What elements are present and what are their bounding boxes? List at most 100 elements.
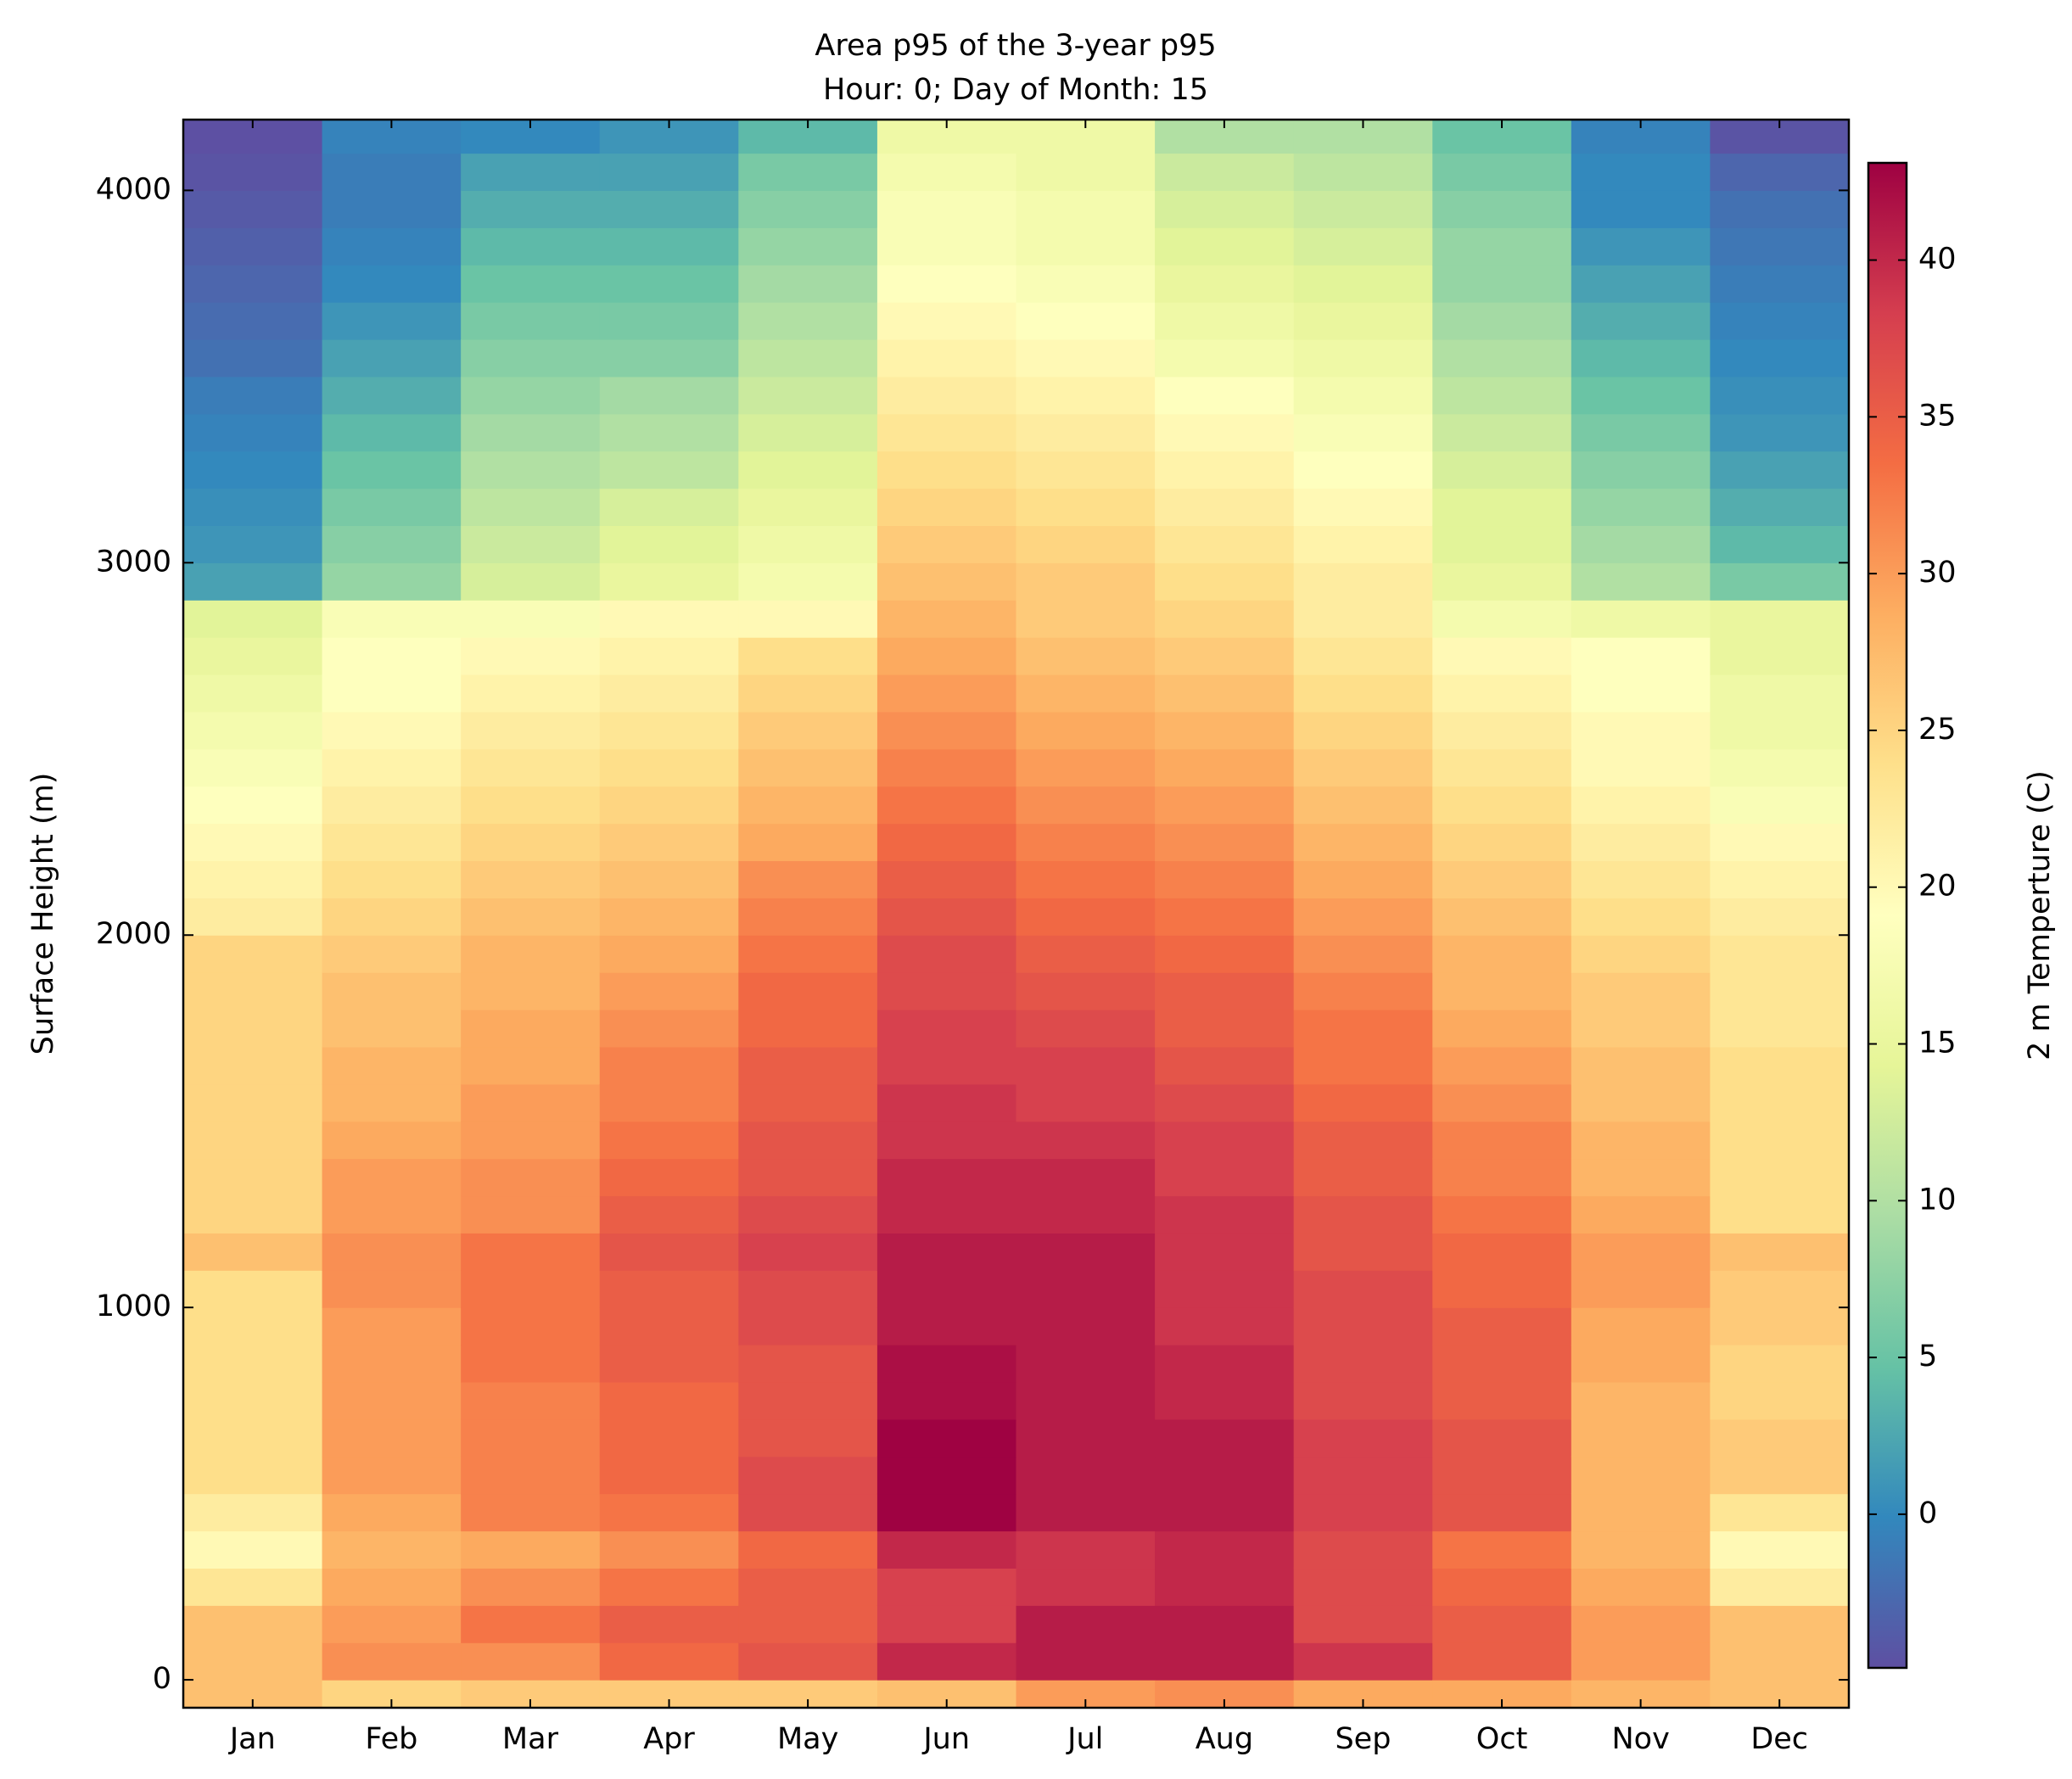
heat-cell <box>876 488 1017 527</box>
heat-cell <box>183 450 323 490</box>
heat-cell <box>1432 376 1572 415</box>
heat-cell <box>1016 1493 1156 1532</box>
heat-cell <box>1432 1642 1572 1681</box>
heat-cell <box>1571 972 1711 1010</box>
heat-cell <box>461 265 601 303</box>
heat-cell <box>322 637 462 675</box>
x-tick-label: Apr <box>643 1722 695 1756</box>
heat-cell <box>1016 153 1156 191</box>
heat-cell <box>1293 525 1433 563</box>
heat-cell <box>738 972 878 1010</box>
heat-cell <box>183 1010 323 1048</box>
heat-cell <box>738 823 878 862</box>
heat-cell <box>1710 711 1850 750</box>
heat-cell <box>1432 190 1572 228</box>
heat-cell <box>738 338 878 378</box>
heat-cell <box>1016 1307 1156 1345</box>
heat-cell <box>1016 786 1156 825</box>
heat-cell <box>322 265 462 303</box>
heat-cell <box>183 338 323 378</box>
heat-cell <box>1710 1605 1850 1643</box>
heat-cell <box>1016 190 1156 228</box>
heat-cell <box>1710 674 1850 713</box>
heat-cell <box>738 450 878 490</box>
heat-cell <box>461 1083 601 1122</box>
heat-cell <box>1293 302 1433 340</box>
heat-cell <box>1571 190 1711 228</box>
heat-cell <box>461 1158 601 1197</box>
heat-cell <box>1016 1605 1156 1643</box>
heat-cell <box>322 1195 462 1234</box>
heat-cell <box>738 525 878 563</box>
x-tick-label: Jan <box>228 1722 276 1756</box>
heat-cell <box>738 1381 878 1420</box>
heat-cell <box>1432 525 1572 563</box>
heat-cell <box>599 1345 739 1383</box>
heat-cell <box>461 488 601 527</box>
heat-cell <box>1155 1046 1295 1085</box>
heat-cell <box>1710 1530 1850 1569</box>
heat-cell <box>1293 1010 1433 1048</box>
heat-cell <box>1571 1568 1711 1606</box>
heat-cell <box>1155 786 1295 825</box>
heat-cell <box>1432 1605 1572 1643</box>
heat-cell <box>876 227 1017 266</box>
heat-cell <box>1571 1195 1711 1234</box>
heat-cell <box>1155 525 1295 563</box>
heat-cell <box>183 674 323 713</box>
heat-cell <box>876 1605 1017 1643</box>
heat-cell <box>1571 1345 1711 1383</box>
heat-cell <box>738 302 878 340</box>
heat-cell <box>1155 1642 1295 1681</box>
heat-cell <box>1710 1493 1850 1532</box>
heat-cell <box>1155 1605 1295 1643</box>
heat-cell <box>738 935 878 973</box>
heat-cell <box>322 1010 462 1048</box>
heat-cell <box>876 265 1017 303</box>
heat-cell <box>876 860 1017 898</box>
heat-cell <box>1710 525 1850 563</box>
heat-cell <box>1016 1121 1156 1160</box>
heat-cell <box>599 302 739 340</box>
heat-cell <box>599 562 739 601</box>
heat-cell <box>1155 338 1295 378</box>
heat-cell <box>599 786 739 825</box>
heat-cell <box>183 1345 323 1383</box>
heat-cell <box>1710 1158 1850 1197</box>
y-axis-label: Surface Height (m) <box>26 773 60 1055</box>
heat-cell <box>599 153 739 191</box>
heat-cell <box>1016 860 1156 898</box>
heat-cell <box>1155 1345 1295 1383</box>
heat-cell <box>876 823 1017 862</box>
heat-cell <box>1710 450 1850 490</box>
heat-cell <box>738 562 878 601</box>
heat-cell <box>876 302 1017 340</box>
heat-cell <box>1155 1233 1295 1271</box>
heat-cell <box>1571 786 1711 825</box>
heat-cell <box>322 153 462 191</box>
heat-cell <box>1571 1046 1711 1085</box>
heat-cell <box>876 1568 1017 1606</box>
heat-cell <box>461 413 601 452</box>
heat-cell <box>1155 227 1295 266</box>
heat-cell <box>599 748 739 787</box>
heat-cell <box>738 637 878 675</box>
heat-cell <box>1293 338 1433 378</box>
heat-cell <box>738 1195 878 1234</box>
heat-cell <box>1571 1418 1711 1457</box>
heat-cell <box>1293 1605 1433 1643</box>
heat-cell <box>1155 413 1295 452</box>
heat-cell <box>1293 823 1433 862</box>
heat-cell <box>1155 265 1295 303</box>
heat-cell <box>599 338 739 378</box>
heat-cell <box>183 227 323 266</box>
heat-cell <box>1016 488 1156 527</box>
heat-cell <box>1710 1456 1850 1495</box>
heat-cell <box>876 637 1017 675</box>
heat-cell <box>322 674 462 713</box>
heat-cell <box>599 972 739 1010</box>
heat-cell <box>183 1381 323 1420</box>
heat-cell <box>461 935 601 973</box>
heat-cell <box>1432 1418 1572 1457</box>
heat-cell <box>876 1010 1017 1048</box>
